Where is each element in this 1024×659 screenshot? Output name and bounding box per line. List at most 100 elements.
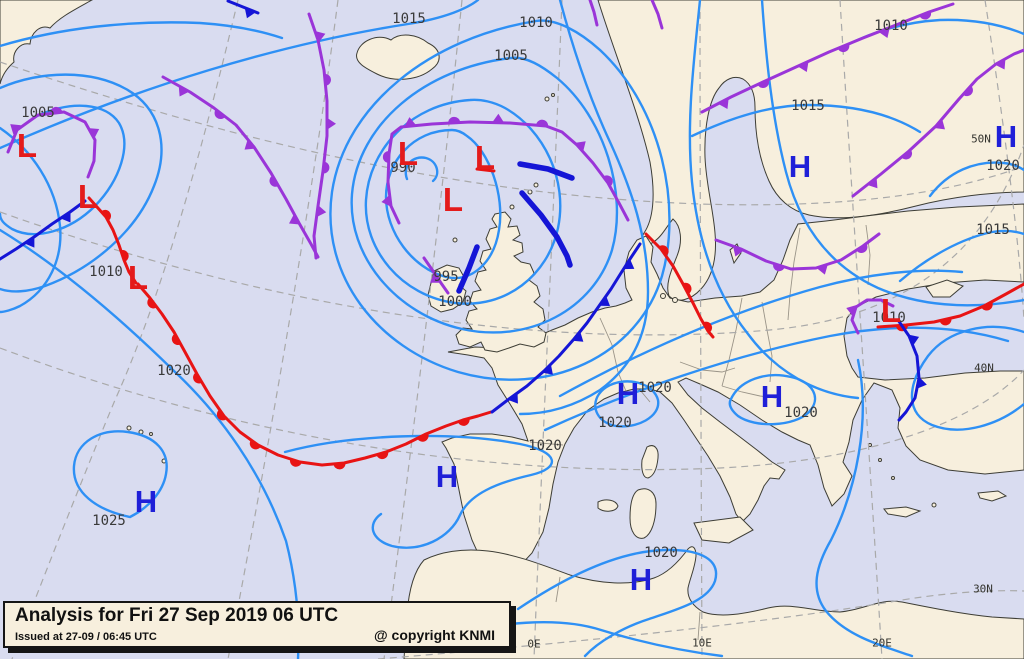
occluded-front-symbol [269,175,279,187]
warm-front-symbol [120,249,129,262]
occluded-front-symbol [901,149,913,160]
occluded-front [6,110,97,179]
cold-front-symbol [507,392,518,404]
warm-front-symbol [376,451,389,460]
island-mallorca [597,499,619,512]
occluded-front-symbol [324,73,331,86]
occluded-front-symbol [244,139,256,150]
occluded-front-symbol [846,305,857,317]
coastline-north-africa [403,546,1024,659]
occluded-front [161,75,320,259]
warm-front [876,282,1024,329]
occluded-front [588,0,599,27]
island-cyprus [977,490,1008,502]
occluded-front-symbol [88,128,100,139]
cold-front-symbol [24,236,35,248]
segment-front [475,167,496,173]
meridian-0e [533,0,563,659]
occluded-front-symbol [816,264,828,275]
occluded-front-symbol [732,245,745,257]
warm-front-symbol [682,282,692,295]
occluded-front [386,120,630,225]
occluded-front [700,2,955,114]
trough-front [519,190,573,268]
occluded-front-symbol [322,161,330,174]
occluded-front-symbol [327,117,336,130]
occluded-front-symbol [404,117,417,127]
occluded-front-symbol [867,177,878,189]
warm-front-symbol [939,318,952,326]
occluded-front-symbol [797,61,809,72]
cold-front-symbol [244,7,256,19]
trough-front [517,161,575,181]
peninsula-crimea [925,279,964,298]
occluded-front-symbol [381,194,392,207]
warm-front [87,196,138,285]
occluded-front-symbol [878,27,890,39]
occluded-front-symbol [536,119,549,127]
warm-front-symbol [289,458,302,467]
occluded-front [307,12,329,260]
coastline-iceland [356,34,440,80]
warm-front-symbol [101,209,111,221]
parallel-50n [0,144,1024,336]
cold-front-symbol [572,331,584,342]
occluded-front-symbol [575,141,586,152]
warm-front-symbol [193,372,203,384]
warm-front [136,282,493,467]
caption-box: Analysis for Fri 27 Sep 2019 06 UTC Issu… [3,601,511,648]
coastline-greenland [0,0,94,85]
fronts-layer [0,0,1024,470]
occluded-front-symbol [994,58,1006,70]
occluded-front-symbol [934,118,945,130]
copyright-text: @ copyright KNMI [374,627,495,643]
occluded-front-symbol [757,79,769,88]
cold-front [0,199,87,261]
occluded-front-symbol [856,243,868,254]
cold-front [490,242,642,414]
warm-front-symbol [703,321,713,333]
occluded-front-symbol [492,113,505,123]
analysis-title: Analysis for Fri 27 Sep 2019 06 UTC [15,605,339,626]
meridian-30e [984,0,1024,321]
cold-front-symbol [542,364,553,375]
coastline-great-britain [455,211,547,353]
country-borders-layer [529,224,871,641]
cold-front [896,318,921,422]
occluded-front-symbol [837,43,850,53]
island-crete [883,506,922,518]
occluded-front-symbol [430,272,441,283]
occluded-front [850,298,895,335]
warm-front-symbol [981,301,993,311]
occluded-front-symbol [919,11,932,20]
occluded-front-symbol [314,30,326,43]
parallel-40n [0,347,1024,471]
warm-front-symbol [147,297,157,309]
occluded-front-symbol [214,109,226,120]
meridian-10w [383,0,463,659]
occluded-front-symbol [448,116,461,124]
occluded-front-symbol [717,98,729,109]
warm-front-symbol [249,439,261,450]
cold-front-symbol [916,376,927,389]
island-sardinia [629,488,657,539]
cold-front-symbol [908,334,920,346]
trough-front [456,244,480,294]
meridian-20e [839,0,883,659]
warm-front-symbol [457,418,470,426]
occluded-front-symbol [382,150,390,163]
occluded-front-symbol [289,213,300,225]
occluded-front-symbol [603,175,613,187]
meridian-30w [11,0,239,659]
island-corsica [641,445,659,479]
occluded-front-symbol [10,124,21,135]
occluded-front-symbol [50,106,63,114]
occluded-front [714,232,881,271]
warm-front-symbol [171,333,181,345]
issued-timestamp: Issued at 27-09 / 06:45 UTC [15,631,157,643]
warm-front-symbol [417,433,429,442]
warm-front-symbol [333,462,346,470]
occluded-front-symbol [962,85,973,97]
